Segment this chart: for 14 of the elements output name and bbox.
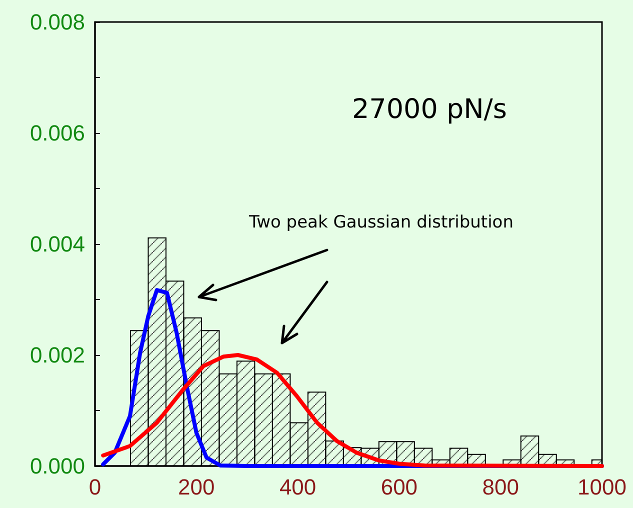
x-tick-label: 400 <box>279 474 316 500</box>
annotation: Two peak Gaussian distribution <box>248 212 514 232</box>
x-tick-label: 200 <box>178 474 215 500</box>
y-tick-label: 0.000 <box>30 454 85 478</box>
x-tick-label: 800 <box>482 474 519 500</box>
y-tick-label: 0.004 <box>30 232 85 256</box>
line-series <box>101 353 604 468</box>
y-tick-label: 0.006 <box>30 120 85 146</box>
x-tick-label: 600 <box>380 474 418 500</box>
x-tick-label: 1000 <box>578 474 626 500</box>
y-tick-label: 0.002 <box>30 342 85 368</box>
y-tick-label: 0.008 <box>30 10 85 34</box>
x-tick-label: 0 <box>88 474 102 500</box>
annotation: 27000 pN/s <box>352 94 507 125</box>
